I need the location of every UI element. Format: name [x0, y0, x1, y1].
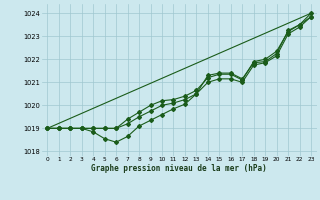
X-axis label: Graphe pression niveau de la mer (hPa): Graphe pression niveau de la mer (hPa)	[91, 164, 267, 173]
